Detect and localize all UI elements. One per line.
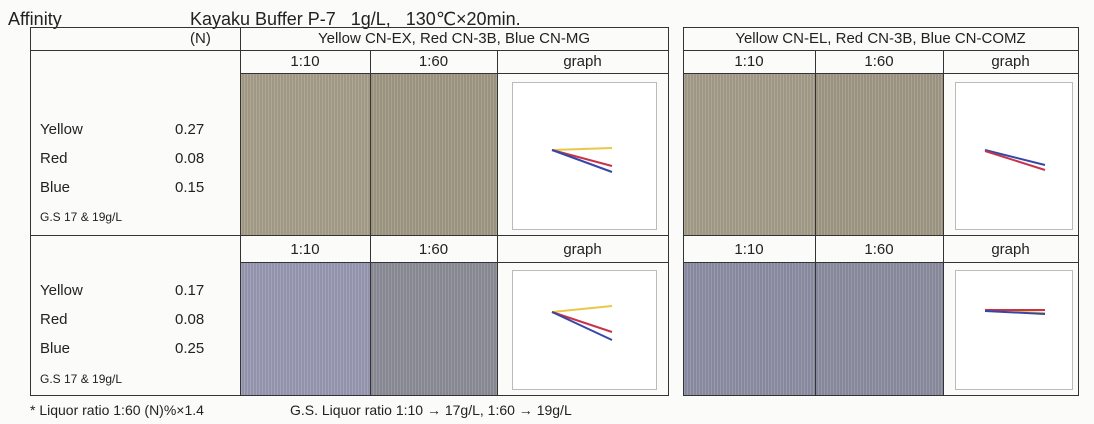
footer-note: * Liquor ratio 1:60 (N)%×1.4 (30, 401, 204, 419)
dye-value: 0.27 (175, 121, 204, 139)
dye-value: 0.15 (175, 179, 204, 197)
dye-value: 0.08 (175, 311, 204, 329)
column-header: graph (943, 53, 1078, 71)
group-title: Yellow CN-EL, Red CN-3B, Blue CN-COMZ (683, 30, 1078, 48)
column-header: 1:60 (815, 241, 943, 259)
gs-note: G.S 17 & 19g/L (40, 370, 122, 388)
column-header: 1:10 (240, 241, 370, 259)
column-header: 1:60 (370, 53, 497, 71)
dye-name: Red (40, 150, 68, 168)
column-header: 1:60 (815, 53, 943, 71)
dye-name: Red (40, 311, 68, 329)
column-header: 1:60 (370, 241, 497, 259)
n-label: (N) (190, 30, 211, 48)
column-header: graph (497, 241, 668, 259)
gs-note: G.S 17 & 19g/L (40, 208, 122, 226)
column-header: 1:10 (683, 53, 815, 71)
column-header: 1:10 (240, 53, 370, 71)
dye-value: 0.08 (175, 150, 204, 168)
column-header: graph (943, 241, 1078, 259)
dye-name: Yellow (40, 121, 83, 139)
page: Affinity Kayaku Buffer P-7 1g/L, 130℃×20… (0, 0, 1094, 424)
column-header: graph (497, 53, 668, 71)
dye-value: 0.17 (175, 282, 204, 300)
dye-name: Yellow (40, 282, 83, 300)
dye-value: 0.25 (175, 340, 204, 358)
group-title: Yellow CN-EX, Red CN-3B, Blue CN-MG (240, 30, 668, 48)
dye-name: Blue (40, 340, 70, 358)
footer-note: G.S. Liquor ratio 1:10 → 17g/L, 1:60 → 1… (290, 401, 572, 419)
column-header: 1:10 (683, 241, 815, 259)
dye-name: Blue (40, 179, 70, 197)
